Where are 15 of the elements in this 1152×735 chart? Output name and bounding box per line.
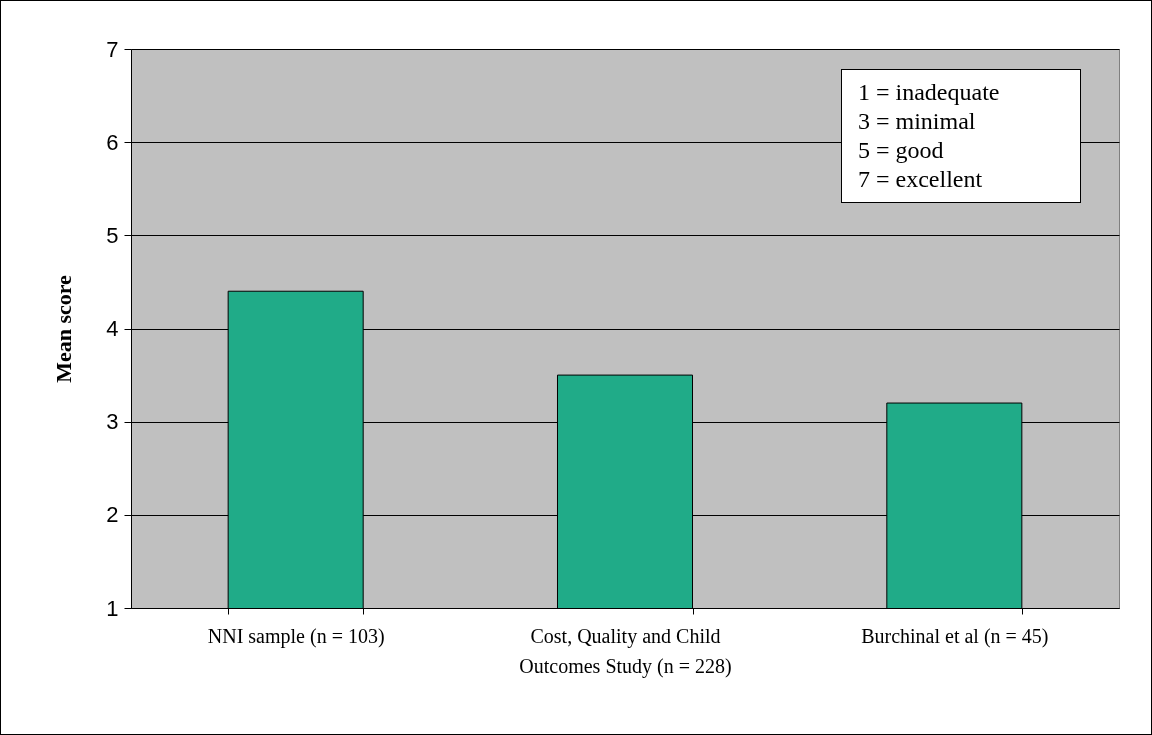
y-tick-label: 5 (106, 222, 119, 248)
x-tick-label: Burchinal et al (n = 45) (861, 624, 1049, 648)
x-tick-label: NNI sample (n = 103) (207, 624, 385, 648)
annotation: 5 = good (858, 136, 945, 165)
annotation: 1 = inadequate (858, 78, 1001, 107)
y-tick-label: 2 (106, 502, 119, 528)
x-tick-label: Cost, Quality and Child Outcomes Study (n = 228) (519, 624, 732, 678)
y-tick-label: 4 (106, 316, 119, 341)
y-tick-label: 7 (106, 36, 119, 62)
y-tick-label: 1 (106, 595, 119, 621)
annotation: 7 = excellent (858, 165, 984, 194)
annotation: 3 = minimal (858, 107, 977, 136)
y-tick-label: 6 (106, 129, 119, 155)
y-axis-title: Mean score (51, 274, 77, 383)
y-tick-label: 3 (106, 409, 119, 435)
